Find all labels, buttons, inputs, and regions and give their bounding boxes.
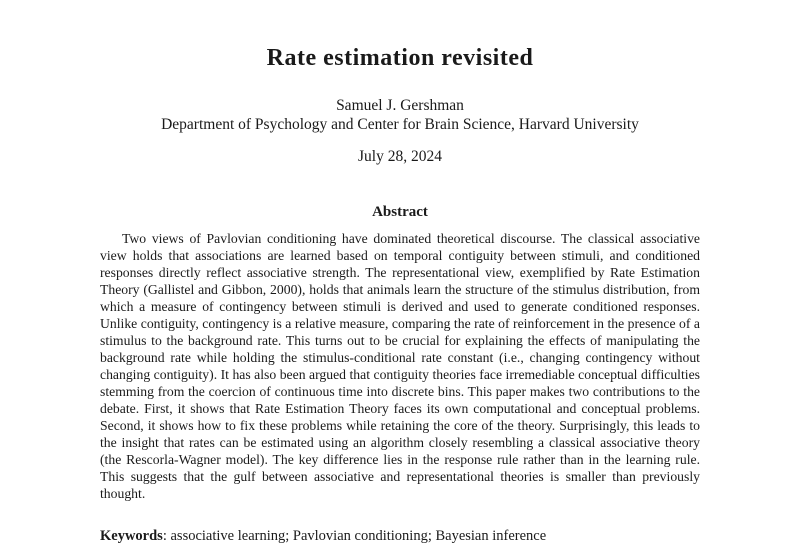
abstract-heading: Abstract (372, 204, 428, 220)
keywords-line: Keywords: associative learning; Pavlovia… (100, 527, 740, 545)
abstract-text: Two views of Pavlovian conditioning have… (100, 231, 700, 501)
keywords-label: Keywords (100, 528, 163, 544)
paper-author: Samuel J. Gershman (336, 97, 464, 114)
paper-date: July 28, 2024 (358, 148, 442, 165)
keywords-text: : associative learning; Pavlovian condit… (162, 528, 547, 544)
paper-title: Rate estimation revisited (266, 45, 534, 71)
paper-affiliation: Department of Psychology and Center for … (161, 116, 639, 133)
